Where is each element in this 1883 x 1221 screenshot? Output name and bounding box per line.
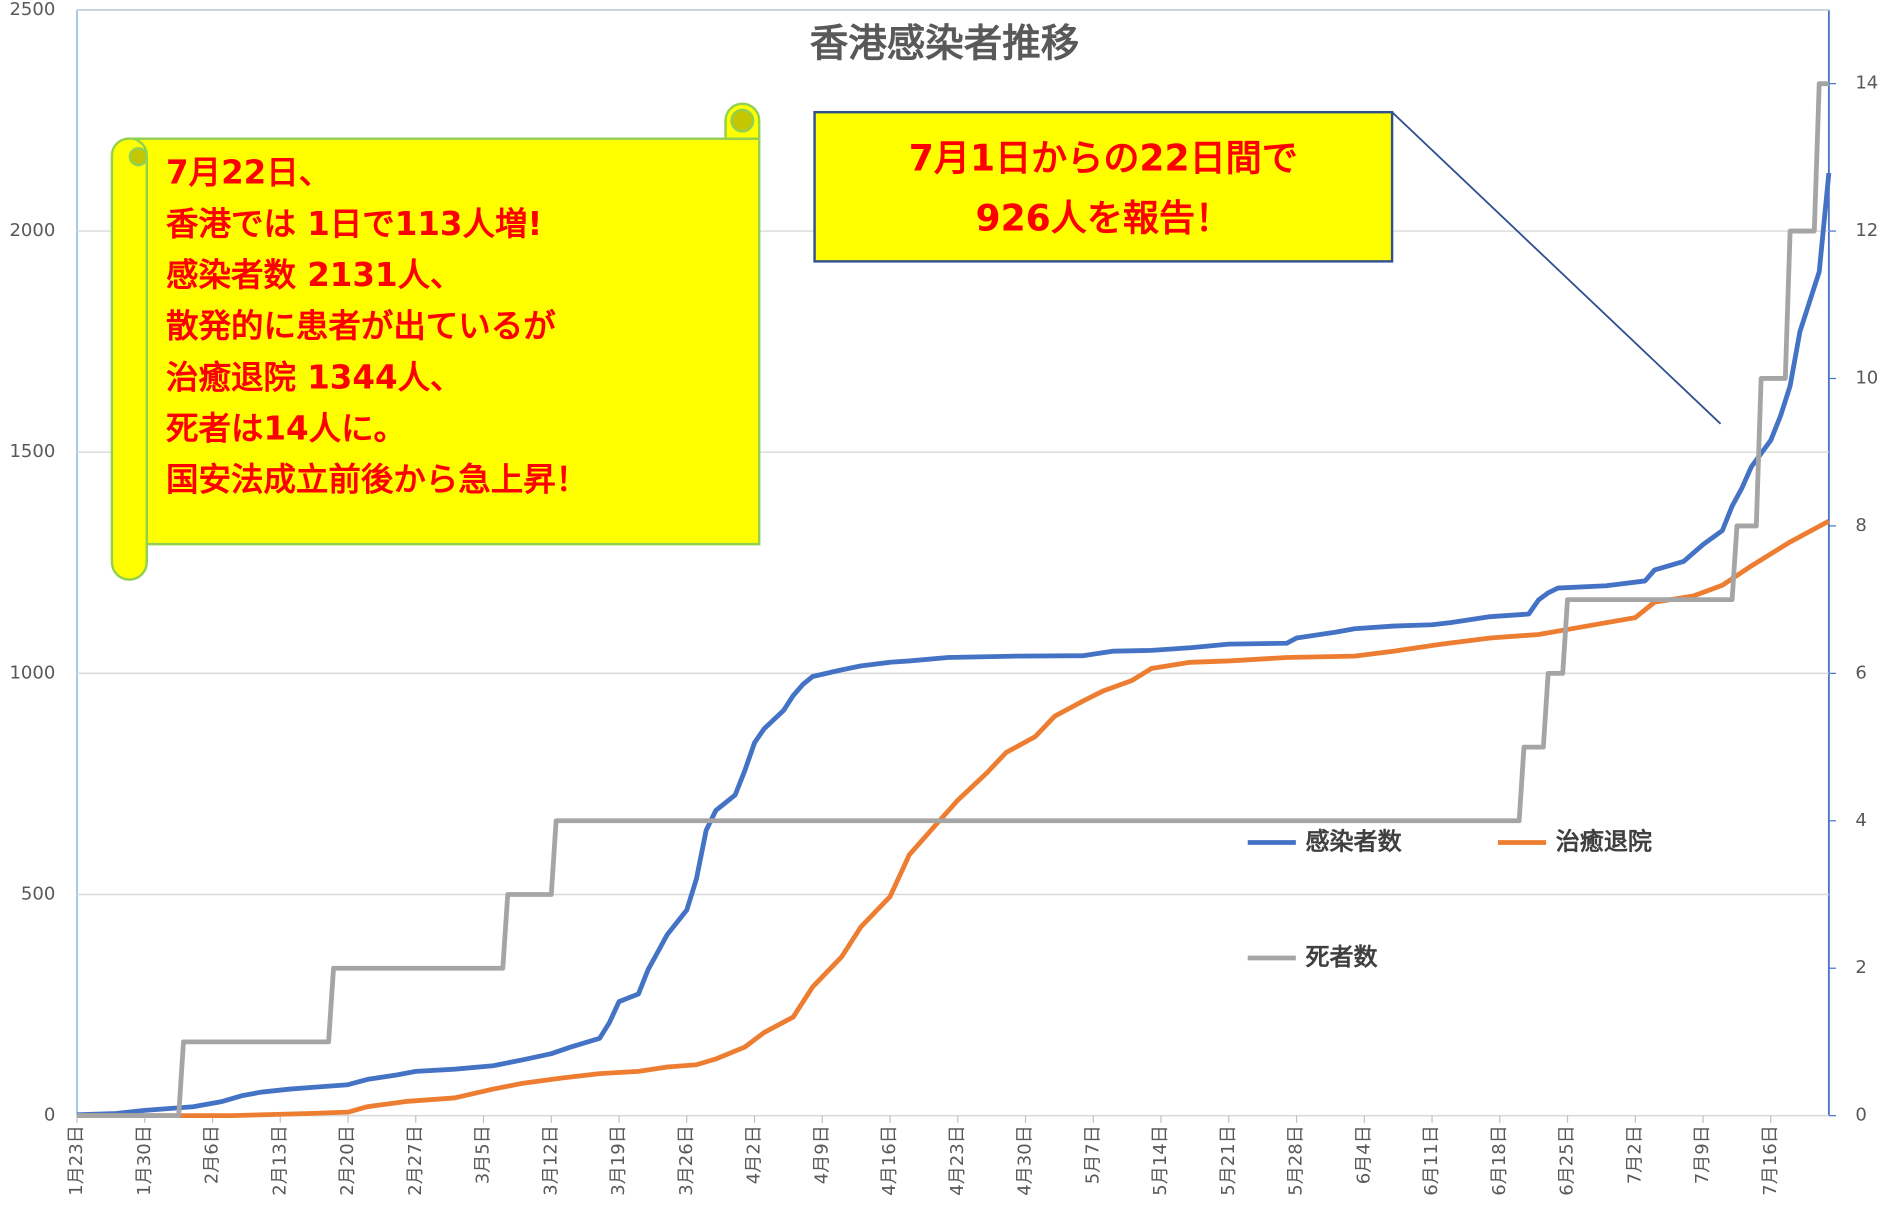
x-tick-label: 3月26日	[676, 1125, 697, 1195]
x-tick-label: 2月20日	[337, 1125, 358, 1195]
y2-tick-label: 14	[1855, 73, 1878, 94]
scroll-knob	[732, 110, 754, 132]
x-tick-label: 4月2日	[744, 1125, 765, 1184]
x-tick-label: 7月2日	[1624, 1125, 1645, 1184]
x-tick-label: 5月28日	[1286, 1125, 1307, 1195]
legend-label: 死者数	[1305, 943, 1378, 971]
x-tick-label: 4月9日	[811, 1125, 832, 1184]
page: {"chart_data": { "type": "line", "title"…	[0, 0, 1883, 1221]
x-tick-label: 7月9日	[1692, 1125, 1713, 1184]
scroll-left-roll	[112, 139, 147, 580]
x-tick-label: 2月13日	[269, 1125, 290, 1195]
y2-tick-label: 8	[1855, 515, 1866, 536]
y-tick-label: 2000	[9, 220, 55, 241]
chart-title: 香港感染者推移	[810, 22, 1080, 67]
x-tick-label: 5月21日	[1218, 1125, 1239, 1195]
x-tick-label: 1月30日	[134, 1125, 155, 1195]
x-tick-label: 3月19日	[608, 1125, 629, 1195]
y2-tick-label: 2	[1855, 957, 1866, 978]
x-tick-label: 4月30日	[1015, 1125, 1036, 1195]
x-tick-label: 1月23日	[66, 1125, 87, 1195]
x-tick-label: 5月7日	[1082, 1125, 1103, 1184]
x-tick-label: 3月5日	[473, 1125, 494, 1184]
x-tick-label: 6月25日	[1557, 1125, 1578, 1195]
y-tick-label: 1000	[9, 662, 55, 683]
legend-label: 治癒退院	[1556, 828, 1652, 856]
y2-tick-label: 6	[1855, 662, 1866, 683]
x-tick-label: 6月18日	[1489, 1125, 1510, 1195]
legend-label: 感染者数	[1305, 828, 1402, 856]
y-tick-label: 500	[21, 883, 55, 904]
y2-tick-label: 12	[1855, 220, 1878, 241]
annotation-line: 香港では 1日で113人増!	[166, 205, 542, 243]
annotation-line: 死者は14人に。	[166, 409, 406, 447]
x-tick-label: 2月27日	[405, 1125, 426, 1195]
y2-tick-label: 4	[1855, 810, 1866, 831]
x-tick-label: 4月23日	[947, 1125, 968, 1195]
annotation-line: 散発的に患者が出ているが	[166, 307, 556, 345]
x-tick-label: 7月16日	[1760, 1125, 1781, 1195]
annotation-line: 治癒退院 1344人、	[166, 358, 462, 396]
chart: 香港感染者推移 7月22日、香港では 1日で113人増! 感染者数 2131人、散…	[0, 0, 1883, 1217]
x-tick-label: 6月11日	[1421, 1125, 1442, 1195]
y-tick-label: 2500	[9, 0, 55, 20]
x-tick-label: 5月14日	[1150, 1125, 1171, 1195]
annotation-line: 国安法成立前後から急上昇！	[166, 461, 588, 499]
scroll-knob	[130, 148, 147, 165]
annotation-line: 7月22日、	[166, 154, 331, 192]
x-tick-label: 4月16日	[879, 1125, 900, 1195]
annotation-line: 926人を報告！	[975, 197, 1231, 239]
x-tick-label: 3月12日	[540, 1125, 561, 1195]
y2-tick-label: 10	[1855, 367, 1878, 388]
annotation-line: 7月1日からの22日間で	[909, 137, 1298, 179]
annotation-line: 感染者数 2131人、	[166, 256, 462, 294]
y-tick-label: 0	[44, 1105, 55, 1126]
x-tick-label: 6月4日	[1353, 1125, 1374, 1184]
x-tick-label: 2月6日	[202, 1125, 223, 1184]
y-tick-label: 1500	[9, 441, 55, 462]
y2-tick-label: 0	[1855, 1105, 1866, 1126]
